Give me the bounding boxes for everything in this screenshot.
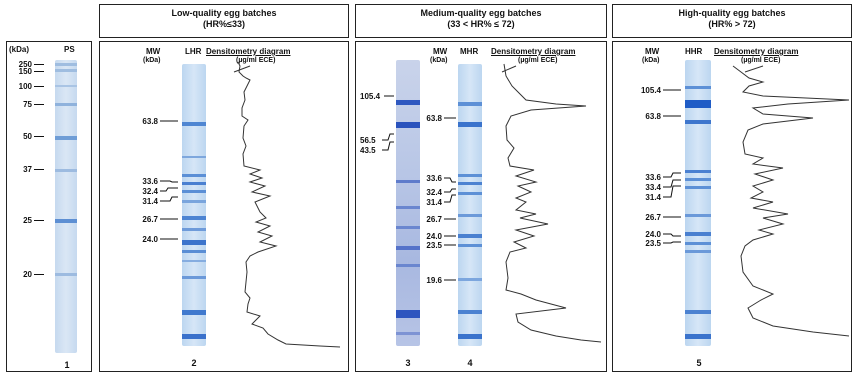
high-mw-33-6: 33.6 [645,173,661,182]
panel-high-quality: MW (kDa) HHR Densitometry diagram (µg/ml… [612,41,852,372]
high-mw-24-0: 24.0 [645,230,661,239]
low-mw-unit: (kDa) [143,57,161,64]
ps-marker-150: 150 [18,67,32,76]
panel-ps-standard: (kDa) PS 250 150 100 75 50 37 25 20 1 [6,41,92,372]
medium-mw-19-6: 19.6 [426,276,442,285]
low-densitometry-title: Densitometry diagram [206,47,291,56]
medium-lane-label: MHR [460,47,479,56]
high-densitometry-trace [732,65,850,337]
lane-number-1: 1 [64,360,70,370]
high-mw-26-7: 26.7 [645,213,661,222]
low-mw-label: MW [146,47,161,56]
ps-marker-250: 250 [18,60,32,69]
ps-unit-label: (kDa) [9,45,30,54]
medium-densitometry-unit: (µg/ml ECE) [518,57,558,64]
medium-mw-31-4: 31.4 [426,198,442,207]
panel-low-quality: MW (kDa) LHR Densitometry diagram (µg/ml… [99,41,349,372]
high-mw-unit: (kDa) [642,57,660,64]
low-mw-32-4: 32.4 [142,187,158,196]
lane-number-4: 4 [467,358,473,368]
ps-lane-label: PS [64,45,75,54]
high-mw-33-4: 33.4 [645,183,661,192]
medium-lane-3 [396,60,420,346]
medium-mw-33-6: 33.6 [426,174,442,183]
low-mw-24-0: 24.0 [142,235,158,244]
header-medium-title: Medium-quality egg batches [420,8,542,18]
medium-mw-32-4: 32.4 [426,188,442,197]
medium-densitometry-trace [501,63,602,343]
header-low-range: (HR%≤33) [203,19,245,29]
lane-number-5: 5 [696,358,702,368]
lane-number-3: 3 [405,358,411,368]
medium-mw-label: MW [433,47,448,56]
header-low-quality: Low-quality egg batches (HR%≤33) [99,4,349,38]
medium-left-105-4: 105.4 [360,92,381,101]
medium-ticks [382,95,456,281]
high-mw-23-5: 23.5 [645,239,661,248]
panel-medium-quality: MW (kDa) MHR Densitometry diagram (µg/ml… [355,41,607,372]
low-mw-63-8: 63.8 [142,117,158,126]
high-ticks [663,89,681,244]
medium-mw-unit: (kDa) [430,57,448,64]
high-mw-label: MW [645,47,660,56]
high-mw-63-8: 63.8 [645,112,661,121]
ps-marker-100: 100 [18,82,32,91]
header-high-range: (HR% > 72) [708,19,756,29]
medium-mw-23-5: 23.5 [426,241,442,250]
ps-marker-75: 75 [23,100,32,109]
medium-densitometry-title: Densitometry diagram [491,47,576,56]
header-low-title: Low-quality egg batches [171,8,277,18]
medium-mw-24-0: 24.0 [426,232,442,241]
lane-number-2: 2 [191,358,197,368]
low-lane-label: LHR [185,47,202,56]
ps-marker-50: 50 [23,132,32,141]
low-mw-33-6: 33.6 [142,177,158,186]
low-mw-31-4: 31.4 [142,197,158,206]
medium-left-56-5: 56.5 [360,136,376,145]
header-medium-quality: Medium-quality egg batches (33 < HR% ≤ 7… [355,4,607,38]
high-mw-31-4: 31.4 [645,193,661,202]
header-medium-range: (33 < HR% ≤ 72) [447,19,515,29]
high-densitometry-unit: (µg/ml ECE) [741,57,781,64]
low-mw-26-7: 26.7 [142,215,158,224]
ps-lane [55,60,77,353]
medium-lane-4 [458,64,482,346]
ps-marker-20: 20 [23,270,32,279]
header-high-title: High-quality egg batches [678,8,786,18]
high-densitometry-title: Densitometry diagram [714,47,799,56]
medium-left-43-5: 43.5 [360,146,376,155]
low-densitometry-trace [233,61,341,348]
ps-marker-37: 37 [23,165,32,174]
header-high-quality: High-quality egg batches (HR% > 72) [612,4,852,38]
ps-marker-25: 25 [23,216,32,225]
medium-mw-63-8: 63.8 [426,114,442,123]
high-lane-label: HHR [685,47,703,56]
low-densitometry-unit: (µg/ml ECE) [236,57,276,64]
low-ticks [160,120,178,240]
medium-mw-26-7: 26.7 [426,215,442,224]
high-mw-105-4: 105.4 [640,86,661,95]
low-lane [182,64,206,346]
high-lane [685,60,711,346]
